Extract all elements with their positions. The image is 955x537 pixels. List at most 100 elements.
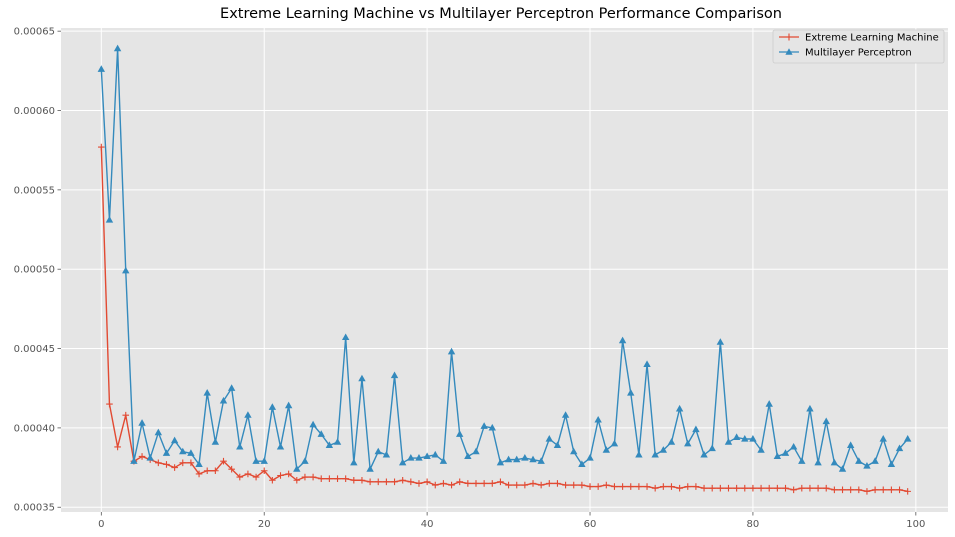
data-point-mlp bbox=[838, 465, 847, 472]
data-point-mlp bbox=[211, 438, 220, 445]
data-point-mlp bbox=[773, 452, 782, 460]
data-point-mlp bbox=[757, 446, 765, 453]
data-point-elm bbox=[774, 484, 781, 492]
data-point-mlp bbox=[358, 374, 366, 382]
data-point-mlp bbox=[309, 420, 317, 428]
series-line-elm bbox=[100, 146, 908, 493]
data-point-mlp bbox=[113, 44, 122, 52]
data-point-mlp bbox=[537, 457, 545, 464]
series-line-mlp bbox=[100, 47, 909, 470]
data-point-mlp bbox=[456, 430, 464, 437]
data-point-mlp bbox=[570, 447, 578, 455]
data-point-mlp bbox=[513, 455, 521, 463]
data-point-elm bbox=[407, 478, 415, 486]
data-point-elm bbox=[749, 484, 757, 492]
x-tick-label: 100 bbox=[906, 519, 925, 530]
data-point-mlp bbox=[871, 457, 879, 464]
data-point-elm bbox=[480, 480, 488, 487]
data-point-mlp bbox=[284, 401, 293, 409]
data-point-elm bbox=[260, 467, 268, 475]
data-point-elm bbox=[888, 486, 895, 494]
data-point-mlp bbox=[350, 458, 358, 466]
plot-area bbox=[61, 28, 948, 512]
data-point-mlp bbox=[830, 458, 839, 466]
data-point-mlp bbox=[219, 396, 228, 404]
data-point-elm bbox=[98, 143, 105, 151]
data-point-elm bbox=[619, 483, 626, 490]
data-point-elm bbox=[578, 481, 586, 489]
data-point-elm bbox=[342, 475, 349, 482]
data-point-mlp bbox=[545, 435, 553, 442]
data-point-elm bbox=[138, 453, 146, 460]
data-point-mlp bbox=[863, 461, 871, 469]
data-point-elm bbox=[350, 476, 358, 484]
data-point-mlp bbox=[146, 454, 154, 461]
data-point-elm bbox=[684, 483, 692, 490]
data-point-mlp bbox=[732, 433, 741, 441]
y-tick-label: 0.00055 bbox=[14, 185, 55, 196]
data-point-elm bbox=[374, 478, 382, 486]
legend-entry-elm: Extreme Learning Machine bbox=[779, 33, 939, 44]
data-point-elm bbox=[244, 470, 252, 478]
data-point-elm bbox=[545, 480, 553, 487]
data-point-elm bbox=[440, 480, 447, 487]
data-point-mlp bbox=[594, 415, 602, 423]
data-point-elm bbox=[317, 475, 325, 482]
chart-title: Extreme Learning Machine vs Multilayer P… bbox=[220, 6, 782, 22]
y-tick-label: 0.00040 bbox=[14, 423, 55, 434]
legend-entry-mlp: Multilayer Perceptron bbox=[779, 48, 912, 59]
data-point-mlp bbox=[195, 460, 203, 467]
data-point-mlp bbox=[260, 457, 268, 464]
data-point-elm bbox=[839, 486, 846, 494]
data-point-mlp bbox=[895, 444, 904, 452]
series-mlp bbox=[97, 44, 912, 472]
data-point-elm bbox=[782, 484, 789, 492]
data-point-mlp bbox=[333, 438, 342, 445]
data-point-elm bbox=[415, 480, 423, 487]
x-tick-label: 60 bbox=[584, 519, 597, 530]
data-point-mlp bbox=[464, 452, 472, 460]
data-point-elm bbox=[472, 480, 480, 487]
data-point-elm bbox=[358, 476, 366, 484]
data-point-elm bbox=[863, 488, 871, 495]
data-point-elm bbox=[456, 478, 464, 486]
data-point-mlp bbox=[684, 439, 692, 447]
data-point-mlp bbox=[480, 422, 488, 429]
data-point-mlp bbox=[553, 441, 562, 448]
series-elm bbox=[98, 143, 911, 495]
data-point-mlp bbox=[122, 266, 130, 274]
data-point-mlp bbox=[798, 457, 806, 464]
data-point-elm bbox=[831, 486, 838, 494]
data-point-elm bbox=[594, 483, 602, 490]
data-point-elm bbox=[399, 476, 406, 484]
data-point-mlp bbox=[325, 441, 334, 448]
y-axis: 0.00035 0.00040 0.00045 0.00050 0.00055 0.000… bbox=[14, 27, 61, 514]
data-point-elm bbox=[814, 484, 822, 492]
data-point-elm bbox=[855, 486, 863, 494]
data-point-elm bbox=[700, 484, 708, 492]
y-tick-label: 0.00050 bbox=[14, 265, 55, 276]
data-point-elm bbox=[651, 484, 659, 492]
data-point-mlp bbox=[879, 435, 887, 442]
data-point-elm bbox=[822, 484, 830, 492]
data-point-elm bbox=[904, 488, 911, 495]
data-point-mlp bbox=[301, 457, 309, 464]
data-point-elm bbox=[301, 473, 309, 481]
data-point-mlp bbox=[667, 438, 676, 445]
data-point-mlp bbox=[496, 458, 505, 466]
data-point-mlp bbox=[317, 430, 325, 437]
data-point-elm bbox=[806, 484, 814, 492]
data-point-mlp bbox=[97, 65, 106, 72]
y-tick-label: 0.00065 bbox=[14, 27, 55, 38]
data-point-mlp bbox=[105, 216, 114, 223]
data-point-elm bbox=[513, 481, 521, 489]
data-point-mlp bbox=[602, 446, 611, 453]
data-point-mlp bbox=[789, 442, 798, 450]
data-point-elm bbox=[122, 411, 130, 419]
data-point-elm bbox=[155, 459, 162, 467]
data-point-mlp bbox=[781, 449, 790, 456]
data-point-elm bbox=[383, 478, 390, 486]
data-point-mlp bbox=[447, 347, 456, 355]
data-point-elm bbox=[708, 484, 716, 492]
